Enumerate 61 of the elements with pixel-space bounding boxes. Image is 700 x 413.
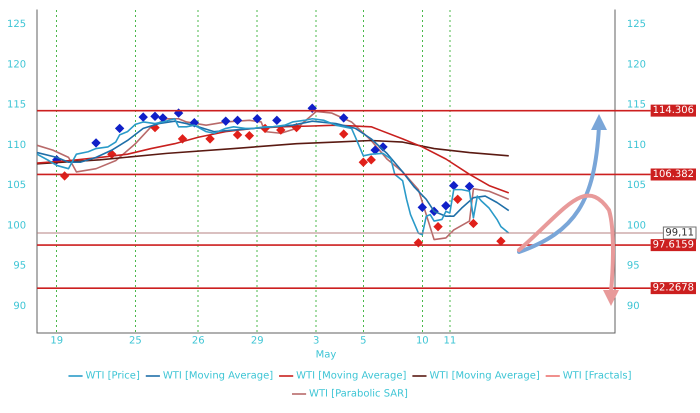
point: [115, 124, 124, 133]
y-tick-label: 105: [6, 180, 26, 192]
point: [496, 236, 506, 246]
point: [92, 138, 101, 148]
point: [434, 222, 443, 232]
y-tick-label: 125: [6, 19, 26, 30]
y-tick-label: 90: [13, 301, 26, 312]
ref-line-label: 97.6159: [652, 240, 694, 251]
y-tick-label: 115: [6, 100, 26, 111]
point: [233, 130, 242, 140]
point: [206, 134, 215, 144]
point: [453, 194, 462, 204]
point: [449, 181, 458, 190]
y2-tick-label: 95: [626, 260, 640, 272]
y2-tick-label: 115: [626, 100, 646, 111]
y2-tick-label: 125: [626, 19, 646, 30]
point: [158, 113, 168, 122]
x-tick-label: 5: [360, 336, 367, 347]
legend-label: WTI [Price]: [86, 370, 140, 382]
point: [358, 158, 368, 167]
x-tick-label: 19: [50, 336, 64, 347]
x-tick-label: 26: [192, 336, 205, 347]
x-tick-label: 3: [312, 336, 320, 347]
ref-line-label: 106.382: [652, 169, 694, 180]
y-tick-label: 120: [6, 59, 26, 70]
y-tick-label: 95: [13, 260, 26, 272]
point: [339, 113, 348, 122]
ref-line-label: 99,11: [665, 228, 694, 239]
legend-label: WTI [Moving Average]: [162, 370, 274, 382]
legend-label: WTI [Parabolic SAR]: [309, 388, 408, 400]
legend-label: WTI [Fractals]: [562, 370, 632, 382]
point: [339, 130, 348, 139]
point: [150, 112, 160, 121]
point: [370, 146, 380, 155]
y2-tick-label: 105: [626, 180, 646, 192]
point: [252, 114, 262, 124]
x-tick-label: 25: [128, 336, 142, 347]
point: [272, 116, 282, 125]
point: [441, 201, 450, 210]
x-tick-label: 29: [250, 336, 264, 347]
text: May: [316, 350, 336, 361]
point: [233, 116, 242, 125]
point: [366, 155, 376, 164]
point: [138, 112, 148, 122]
point: [221, 116, 230, 126]
y-tick-label: 110: [6, 140, 26, 151]
ref-line-label: 92.2678: [652, 282, 694, 294]
y2-tick-label: 120: [626, 59, 646, 70]
y2-tick-label: 100: [626, 220, 646, 232]
y2-tick-label: 110: [626, 140, 646, 151]
legend-label: WTI [Moving Average]: [429, 370, 540, 382]
x-tick-label: 11: [443, 336, 456, 347]
point: [464, 182, 474, 191]
y-tick-label: 100: [6, 220, 26, 232]
point: [468, 218, 478, 228]
x-tick-label: 10: [416, 336, 429, 347]
y2-tick-label: 90: [626, 301, 640, 312]
ref-line-label: 114.306: [652, 105, 694, 116]
legend-label: WTI [Moving Average]: [296, 370, 407, 382]
point: [418, 202, 427, 212]
point: [244, 131, 254, 140]
